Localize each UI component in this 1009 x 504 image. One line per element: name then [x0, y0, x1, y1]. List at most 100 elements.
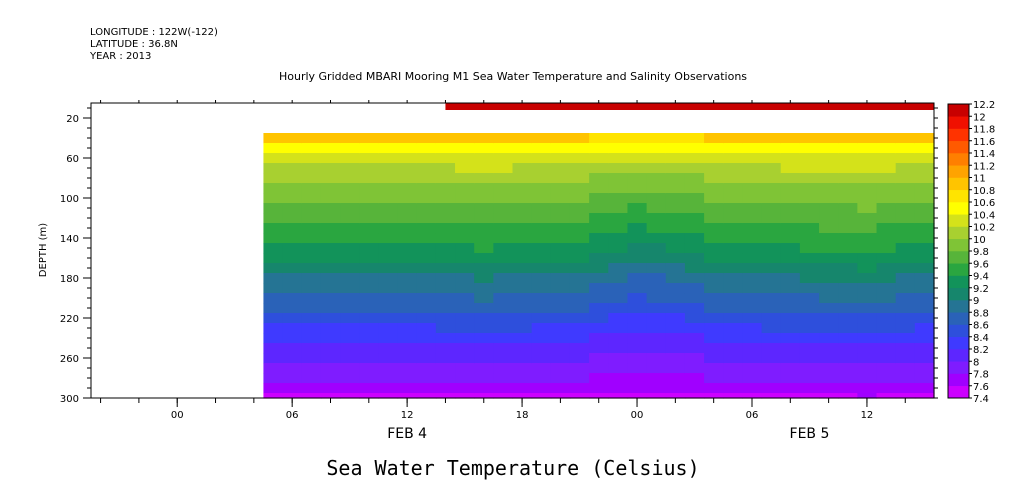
heatmap-cell [569, 223, 590, 234]
heatmap-cell [742, 273, 763, 284]
heatmap-cell [589, 173, 609, 184]
heatmap-cell [895, 203, 916, 214]
heatmap-cell [397, 393, 418, 399]
heatmap-cell [819, 383, 839, 394]
heatmap-cell [359, 223, 379, 234]
heatmap-cell [819, 393, 839, 399]
heatmap-cell [627, 273, 648, 284]
heatmap-cell [742, 303, 763, 314]
heatmap-cell [340, 203, 360, 214]
heatmap-cell [512, 393, 533, 399]
heatmap-cell [742, 313, 763, 324]
heatmap-cell [550, 263, 571, 274]
heatmap-cell [914, 303, 935, 314]
heatmap-cell [780, 343, 801, 354]
heatmap-cell [493, 323, 514, 334]
heatmap-cell [857, 193, 878, 204]
heatmap-cell [320, 383, 341, 394]
heatmap-cell [608, 333, 629, 344]
heatmap-cell [723, 373, 744, 384]
heatmap-cell [819, 183, 839, 194]
heatmap-cell [761, 153, 782, 164]
heatmap-cell [282, 293, 303, 304]
heatmap-cell [340, 303, 360, 314]
heatmap-cell [876, 183, 897, 194]
heatmap-cell [665, 143, 686, 154]
colorbar-label: 7.6 [973, 382, 989, 393]
heatmap-cell [455, 353, 475, 364]
heatmap-cell [569, 133, 590, 144]
heatmap-cell [340, 363, 360, 374]
heatmap-cell [665, 233, 686, 244]
heatmap-cell [780, 273, 801, 284]
heatmap-cell [320, 333, 341, 344]
heatmap-cell [359, 393, 379, 399]
heatmap-cell [876, 333, 897, 344]
heatmap-cell [550, 143, 571, 154]
heatmap-cell [474, 393, 494, 399]
heatmap-cell [340, 263, 360, 274]
heatmap-cell [665, 173, 686, 184]
heatmap-cell [569, 153, 590, 164]
heatmap-cell [359, 363, 379, 374]
heatmap-cell [282, 173, 303, 184]
heatmap-cell [819, 153, 839, 164]
heatmap-cell [684, 193, 705, 204]
heatmap-cell [531, 353, 552, 364]
heatmap-cell [550, 133, 571, 144]
heatmap-cell [340, 353, 360, 364]
heatmap-cell [857, 223, 878, 234]
heatmap-cell [761, 263, 782, 274]
heatmap-cell [531, 183, 552, 194]
heatmap-cell [684, 273, 705, 284]
heatmap-cell [282, 253, 303, 264]
heatmap-cell [761, 283, 782, 294]
heatmap-cell [569, 393, 590, 399]
heatmap-cell [627, 163, 648, 174]
heatmap-cell [378, 133, 399, 144]
heatmap-cell [895, 223, 916, 234]
heatmap-cell [397, 193, 418, 204]
heatmap-cell [608, 223, 629, 234]
heatmap-cell [608, 163, 629, 174]
heatmap-cell [742, 173, 763, 184]
heatmap-cell [282, 353, 303, 364]
heatmap-cell [340, 333, 360, 344]
heatmap-cell [608, 143, 629, 154]
heatmap-cell [761, 303, 782, 314]
heatmap-cell [857, 283, 878, 294]
heatmap-cell [742, 373, 763, 384]
heatmap-cell [340, 383, 360, 394]
heatmap-cell [704, 313, 724, 324]
heatmap-cell [282, 163, 303, 174]
colorbar-label: 8.6 [973, 321, 989, 332]
heatmap-cell [646, 363, 667, 374]
colorbar-label: 7.8 [973, 370, 989, 381]
heatmap-cell [589, 143, 609, 154]
heatmap-cell [876, 273, 897, 284]
heatmap-cell [838, 263, 858, 274]
heatmap-cell [723, 353, 744, 364]
heatmap-cell [435, 263, 456, 274]
heatmap-cell [627, 383, 648, 394]
plot-area [91, 103, 935, 399]
heatmap-cell [301, 263, 322, 274]
heatmap-cell [646, 323, 667, 334]
heatmap-cell [569, 323, 590, 334]
heatmap-cell [723, 393, 744, 399]
heatmap-cell [589, 153, 609, 164]
heatmap-cell [895, 383, 916, 394]
heatmap-cell [569, 313, 590, 324]
heatmap-cell [263, 373, 284, 384]
plot-frame [90, 102, 935, 399]
heatmap-cell [359, 173, 379, 184]
heatmap-cell [474, 373, 494, 384]
heatmap-cell [780, 353, 801, 364]
heatmap-cell [876, 223, 897, 234]
heatmap-cell [895, 273, 916, 284]
heatmap-cell [435, 373, 456, 384]
heatmap-cell [320, 373, 341, 384]
heatmap-cell [474, 203, 494, 214]
heatmap-cell [646, 173, 667, 184]
chart-title: Hourly Gridded MBARI Mooring M1 Sea Wate… [279, 70, 747, 83]
